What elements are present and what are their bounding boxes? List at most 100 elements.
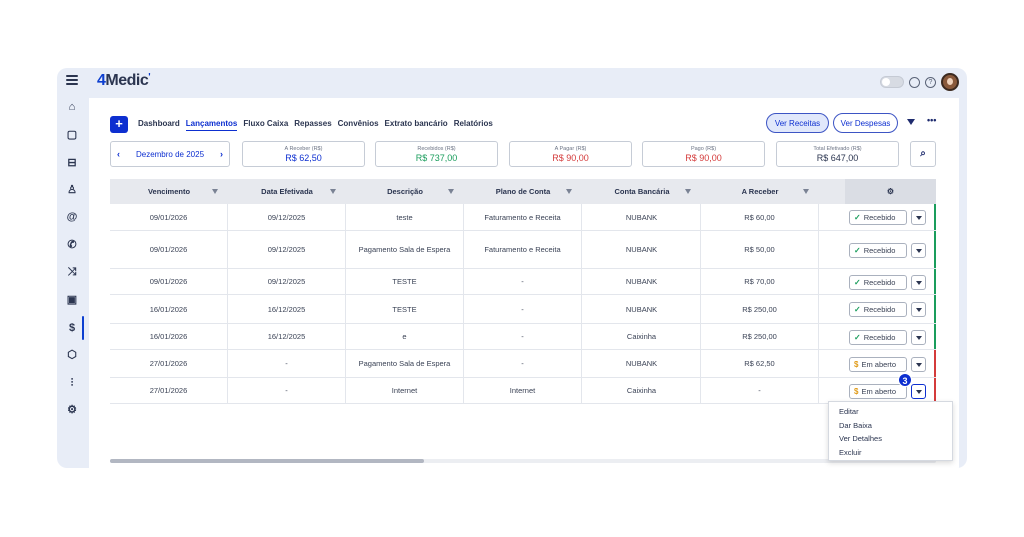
sidebar-active-indicator: [82, 316, 84, 340]
status-label: Em aberto: [861, 359, 897, 369]
cell-conta: NUBANK: [583, 204, 701, 230]
avatar[interactable]: [941, 73, 959, 91]
cell-conta: Caixinha: [583, 378, 701, 403]
next-month-button[interactable]: ›: [219, 149, 223, 159]
row-status-bar: [934, 231, 936, 268]
status-badge[interactable]: $ Em aberto: [849, 383, 907, 399]
cell-conta: NUBANK: [583, 350, 701, 377]
calendar-icon[interactable]: ▢: [66, 129, 78, 141]
cell-plano: -: [464, 269, 582, 294]
tab-fluxo-caixa[interactable]: Fluxo Caixa: [243, 119, 289, 128]
summary-card: Pago (R$) R$ 90,00: [642, 141, 765, 167]
summary-card: A Receber (R$) R$ 62,50: [242, 141, 365, 167]
status-badge[interactable]: $ Em aberto: [849, 356, 907, 372]
phone-icon[interactable]: ✆: [67, 239, 77, 251]
cell-plano: Internet: [464, 378, 582, 403]
box-icon[interactable]: ⬡: [67, 349, 77, 361]
home-icon[interactable]: ⌂: [68, 101, 76, 113]
summary-card: A Pagar (R$) R$ 90,00: [509, 141, 632, 167]
summary-label: Pago (R$): [690, 146, 717, 152]
row-actions-dropdown-button[interactable]: [911, 242, 926, 258]
status-badge[interactable]: ✓ Recebido: [849, 302, 907, 317]
ver-despesas-button[interactable]: Ver Despesas: [833, 113, 898, 133]
cell-vencimento: 09/01/2026: [110, 269, 228, 294]
row-actions-dropdown-button[interactable]: [911, 210, 926, 225]
sidebar: ⌂ ▢ ⊟ ♙ @ ✆ ⤨ ▣ $ ⬡ ⫶ ⚙: [57, 96, 89, 468]
period-label: Dezembro de 2025: [135, 149, 205, 159]
dollar-icon[interactable]: $: [68, 322, 76, 334]
row-actions-dropdown-button[interactable]: [911, 302, 926, 317]
row-actions-dropdown-button[interactable]: [911, 356, 926, 372]
table-row: 09/01/2026 09/12/2025 teste Faturamento e R…: [110, 204, 936, 231]
column-filter-icon[interactable]: [685, 189, 691, 194]
cell-efetivada: 09/12/2025: [228, 269, 346, 294]
cell-receber: R$ 250,00: [701, 324, 819, 349]
row-actions-dropdown-button[interactable]: [911, 329, 926, 345]
column-filter-icon[interactable]: [448, 189, 454, 194]
more-options-icon[interactable]: •••: [927, 115, 937, 125]
column-filter-icon[interactable]: [803, 189, 809, 194]
scrollbar-thumb[interactable]: [110, 459, 424, 463]
column-header: Conta Bancária: [614, 187, 670, 196]
cell-vencimento: 16/01/2026: [110, 324, 228, 349]
status-badge[interactable]: ✓ Recebido: [849, 329, 907, 345]
context-menu-item-editar[interactable]: Editar: [839, 407, 859, 416]
at-icon[interactable]: @: [66, 211, 78, 223]
table-row: 27/01/2026- Internet Internet Caixinha - $ Em …: [110, 378, 936, 404]
cell-vencimento: 09/01/2026: [110, 231, 228, 268]
tab-extrato-banc-rio[interactable]: Extrato bancário: [384, 119, 448, 128]
summary-value: R$ 647,00: [816, 153, 859, 163]
tab-lan-amentos[interactable]: Lançamentos: [185, 119, 238, 131]
column-filter-icon[interactable]: [330, 189, 336, 194]
cell-efetivada: 16/12/2025: [228, 324, 346, 349]
column-header: Plano de Conta: [495, 187, 551, 196]
chat-icon[interactable]: [909, 76, 920, 88]
cell-vencimento: 27/01/2026: [110, 378, 228, 403]
chart-icon[interactable]: ⫶: [70, 377, 74, 389]
summary-label: Total Efetivado (R$): [813, 146, 862, 152]
summary-value: R$ 90,00: [685, 153, 722, 163]
status-badge[interactable]: ✓ Recebido: [849, 242, 907, 258]
row-status-bar: [934, 295, 936, 323]
help-icon[interactable]: ?: [925, 76, 936, 88]
ver-receitas-button[interactable]: Ver Receitas: [766, 113, 829, 133]
top-bar: 4Medic' ?: [57, 68, 967, 96]
prev-month-button[interactable]: ‹: [117, 149, 120, 159]
column-header: Data Efetivada: [261, 187, 313, 196]
status-badge[interactable]: ✓ Recebido: [849, 274, 907, 290]
context-menu-item-dar-baixa[interactable]: Dar Baixa: [839, 420, 872, 430]
column-header: A Receber: [741, 187, 779, 196]
column-filter-icon[interactable]: [212, 189, 218, 194]
tab-repasses[interactable]: Repasses: [294, 119, 332, 128]
summary-card: Total Efetivado (R$) R$ 647,00: [776, 141, 899, 167]
car-icon[interactable]: ⊟: [67, 157, 77, 169]
filter-icon[interactable]: [907, 119, 915, 125]
check-circle-icon: ✓: [854, 245, 861, 255]
search-button[interactable]: ⌕: [910, 141, 936, 167]
row-actions-dropdown-button[interactable]: [911, 383, 926, 399]
cell-receber: R$ 50,00: [701, 231, 819, 268]
horizontal-scrollbar[interactable]: [110, 459, 936, 463]
row-actions-dropdown-button[interactable]: [911, 274, 926, 290]
add-button[interactable]: +: [110, 116, 128, 133]
user-icon[interactable]: ♙: [67, 184, 77, 196]
status-badge[interactable]: ✓ Recebido: [849, 210, 907, 225]
cell-receber: R$ 70,00: [701, 269, 819, 294]
context-menu-item-ver-detalhes[interactable]: Ver Detalhes: [839, 434, 882, 443]
column-header: Vencimento: [147, 187, 191, 196]
check-circle-icon: ✓: [854, 332, 861, 342]
cell-descricao: Pagamento Sala de Espera: [346, 231, 464, 268]
settings-icon[interactable]: ⚙: [67, 404, 77, 416]
tab-conv-nios[interactable]: Convênios: [337, 119, 379, 128]
check-circle-icon: ✓: [854, 213, 861, 222]
clipboard-icon[interactable]: ▣: [66, 294, 78, 306]
tab-dashboard[interactable]: Dashboard: [138, 119, 180, 128]
shuffle-icon[interactable]: ⤨: [67, 266, 77, 278]
theme-toggle[interactable]: [880, 76, 904, 88]
context-menu-item-excluir[interactable]: Excluir: [839, 447, 862, 457]
cell-receber: R$ 60,00: [701, 204, 819, 230]
column-filter-icon[interactable]: [566, 189, 572, 194]
hamburger-menu-icon[interactable]: [66, 75, 78, 87]
tab-relat-rios[interactable]: Relatórios: [453, 119, 493, 128]
row-status-bar: [934, 204, 936, 230]
